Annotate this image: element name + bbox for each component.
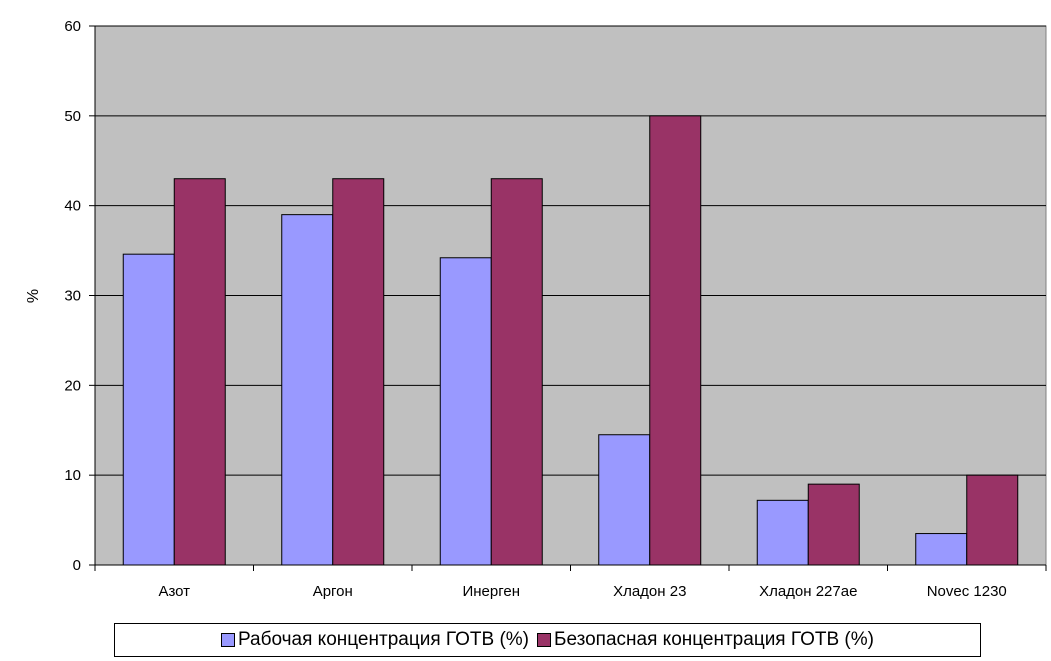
bar-safe bbox=[649, 115, 702, 566]
bar-chart: 0 10 20 30 40 50 60 Азот Аргон Инерген Хладон 23 Х… bbox=[25, 18, 1047, 600]
bar-working bbox=[281, 214, 334, 566]
bar-safe bbox=[966, 474, 1019, 566]
bar-working bbox=[122, 253, 175, 566]
bar-working bbox=[915, 533, 968, 566]
bar-working bbox=[756, 499, 809, 566]
grid-lines bbox=[95, 25, 1046, 476]
bar-safe bbox=[807, 483, 860, 566]
legend-swatch-working bbox=[221, 633, 235, 647]
x-tick-label: Novec 1230 bbox=[927, 583, 1007, 600]
y-tick-labels: 0 10 20 30 40 50 60 bbox=[64, 18, 81, 574]
y-tick-label: 50 bbox=[64, 108, 81, 125]
x-tick-label: Хладон 227ае bbox=[759, 583, 857, 600]
bar-safe bbox=[332, 178, 385, 566]
x-tick-label: Азот bbox=[158, 583, 190, 600]
legend-item-safe: Безопасная концентрация ГОТВ (%) bbox=[537, 629, 874, 651]
bar-safe bbox=[173, 178, 226, 566]
y-axis-label: % bbox=[25, 289, 42, 303]
legend-item-working: Рабочая концентрация ГОТВ (%) bbox=[221, 629, 529, 651]
legend-swatch-safe bbox=[537, 633, 551, 647]
y-tick-label: 20 bbox=[64, 377, 81, 394]
bar-working bbox=[598, 434, 651, 566]
x-tick-label: Инерген bbox=[462, 583, 520, 600]
legend-label-safe: Безопасная концентрация ГОТВ (%) bbox=[554, 629, 874, 650]
bars bbox=[122, 115, 1019, 566]
bar-safe bbox=[490, 178, 543, 566]
legend-label-working: Рабочая концентрация ГОТВ (%) bbox=[238, 629, 529, 650]
legend: Рабочая концентрация ГОТВ (%) Безопасная… bbox=[114, 623, 981, 657]
y-tick-label: 10 bbox=[64, 467, 81, 484]
x-tick-label: Аргон bbox=[313, 583, 353, 600]
x-tick-labels: Азот Аргон Инерген Хладон 23 Хладон 227ае Nov… bbox=[158, 583, 1006, 600]
y-tick-label: 40 bbox=[64, 198, 81, 215]
y-tick-label: 0 bbox=[73, 557, 81, 574]
bar-working bbox=[439, 257, 492, 566]
x-tick-label: Хладон 23 bbox=[613, 583, 686, 600]
y-tick-label: 30 bbox=[64, 288, 81, 305]
axes bbox=[89, 25, 1047, 571]
y-tick-label: 60 bbox=[64, 18, 81, 35]
